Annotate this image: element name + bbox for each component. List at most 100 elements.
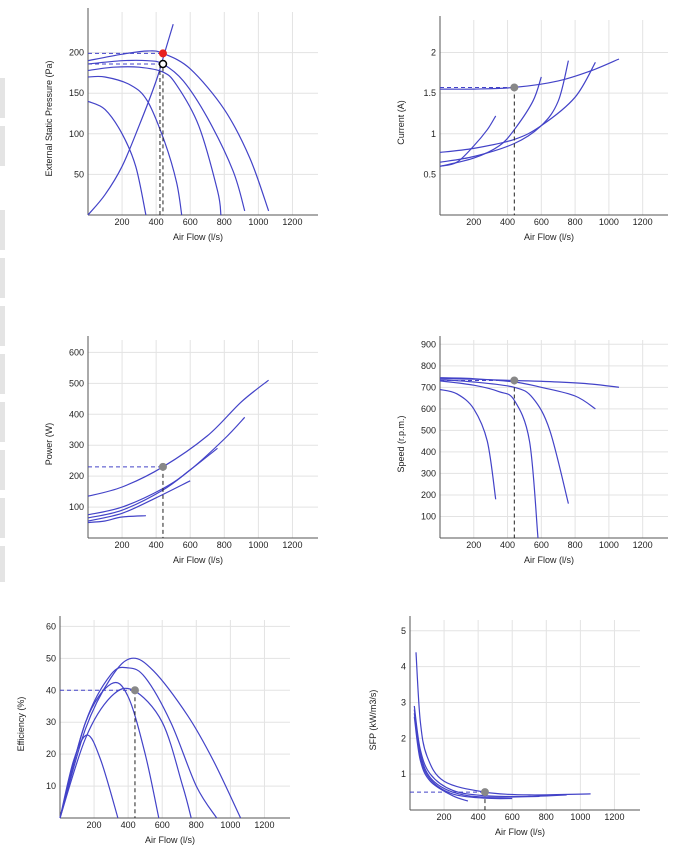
series-line-1 — [439, 58, 620, 90]
x-axis-title: Air Flow (l/s) — [173, 232, 223, 242]
operating-point-marker — [510, 376, 519, 385]
series-line-4 — [413, 713, 513, 800]
y-tick-label: 200 — [69, 48, 84, 58]
x-tick-label: 600 — [534, 217, 549, 227]
operating-point-marker — [158, 462, 167, 471]
x-tick-label: 800 — [568, 217, 583, 227]
y-tick-label: 600 — [69, 347, 84, 357]
operating-point-marker — [130, 686, 139, 695]
sidebar-tab[interactable] — [0, 450, 5, 490]
x-tick-label: 1000 — [248, 217, 268, 227]
series-line-1 — [415, 652, 591, 796]
y-tick-label: 1 — [431, 129, 436, 139]
y-axis-title: Current (A) — [396, 100, 406, 145]
y-tick-label: 1.5 — [423, 88, 436, 98]
series-line-4 — [87, 75, 183, 216]
x-tick-label: 600 — [534, 540, 549, 550]
series-line-2 — [413, 705, 567, 798]
series-line-3 — [87, 66, 222, 216]
x-tick-label: 800 — [189, 820, 204, 830]
series-line-3 — [413, 709, 540, 798]
x-tick-label: 1200 — [254, 820, 274, 830]
y-axis-title: Speed (r.p.m.) — [396, 415, 406, 472]
series-line-2 — [439, 377, 596, 410]
sidebar-tab[interactable] — [0, 402, 5, 442]
x-tick-label: 1000 — [570, 812, 590, 822]
sidebar-tab[interactable] — [0, 210, 5, 250]
series-line-5 — [439, 388, 497, 500]
series-line-5 — [87, 100, 147, 216]
x-tick-label: 1000 — [599, 217, 619, 227]
x-tick-label: 200 — [87, 820, 102, 830]
operating-point-marker — [510, 83, 519, 92]
y-tick-label: 400 — [69, 409, 84, 419]
x-tick-label: 800 — [217, 540, 232, 550]
x-tick-label: 1200 — [604, 812, 624, 822]
sidebar-tab[interactable] — [0, 126, 5, 166]
y-tick-label: 60 — [46, 621, 56, 631]
x-tick-label: 600 — [155, 820, 170, 830]
x-axis-title: Air Flow (l/s) — [524, 232, 574, 242]
y-tick-label: 100 — [69, 502, 84, 512]
x-tick-label: 600 — [183, 540, 198, 550]
sidebar-tab[interactable] — [0, 498, 5, 538]
x-tick-label: 400 — [500, 540, 515, 550]
series-line-5 — [59, 734, 119, 819]
y-tick-label: 10 — [46, 781, 56, 791]
y-tick-label: 2 — [431, 48, 436, 58]
sidebar-tab[interactable] — [0, 78, 5, 118]
x-tick-label: 600 — [505, 812, 520, 822]
series-line-4 — [87, 480, 191, 522]
x-tick-label: 800 — [568, 540, 583, 550]
series-line-4 — [439, 380, 539, 539]
x-tick-label: 400 — [121, 820, 136, 830]
y-tick-label: 200 — [421, 490, 436, 500]
y-tick-label: 20 — [46, 749, 56, 759]
sidebar-tab[interactable] — [0, 258, 5, 298]
x-tick-label: 400 — [149, 217, 164, 227]
x-tick-label: 1200 — [282, 217, 302, 227]
x-tick-label: 1000 — [220, 820, 240, 830]
y-tick-label: 0.5 — [423, 169, 436, 179]
series-line-5 — [87, 515, 146, 524]
sidebar-tab[interactable] — [0, 306, 5, 346]
series-line-3 — [439, 379, 569, 504]
x-tick-label: 1200 — [633, 217, 653, 227]
x-tick-label: 200 — [115, 540, 130, 550]
x-tick-label: 200 — [466, 540, 481, 550]
series-line-3 — [439, 60, 569, 163]
x-tick-label: 1000 — [599, 540, 619, 550]
sidebar-tab[interactable] — [0, 354, 5, 394]
y-axis-title: Power (W) — [44, 423, 54, 466]
series-line-2 — [87, 59, 246, 212]
y-tick-label: 200 — [69, 471, 84, 481]
y-tick-label: 150 — [69, 88, 84, 98]
series-line-5 — [439, 115, 497, 167]
x-tick-label: 200 — [115, 217, 130, 227]
y-tick-label: 400 — [421, 447, 436, 457]
y-tick-label: 800 — [421, 361, 436, 371]
x-tick-label: 400 — [500, 217, 515, 227]
x-tick-label: 800 — [539, 812, 554, 822]
series-line-1 — [87, 379, 269, 497]
y-tick-label: 500 — [69, 378, 84, 388]
y-tick-label: 4 — [401, 662, 406, 672]
x-tick-label: 200 — [466, 217, 481, 227]
series-line-4 — [59, 681, 160, 819]
y-tick-label: 100 — [69, 129, 84, 139]
x-tick-label: 1200 — [282, 540, 302, 550]
sidebar-tab[interactable] — [0, 546, 5, 582]
design-point-marker — [158, 59, 168, 69]
y-tick-label: 100 — [421, 511, 436, 521]
series-line-4 — [439, 76, 542, 167]
y-tick-label: 1 — [401, 769, 406, 779]
operating-point-marker — [480, 788, 489, 797]
x-axis-title: Air Flow (l/s) — [145, 835, 195, 845]
y-tick-label: 50 — [46, 653, 56, 663]
x-tick-label: 800 — [217, 217, 232, 227]
y-tick-label: 300 — [421, 468, 436, 478]
y-tick-label: 700 — [421, 382, 436, 392]
y-tick-label: 900 — [421, 339, 436, 349]
